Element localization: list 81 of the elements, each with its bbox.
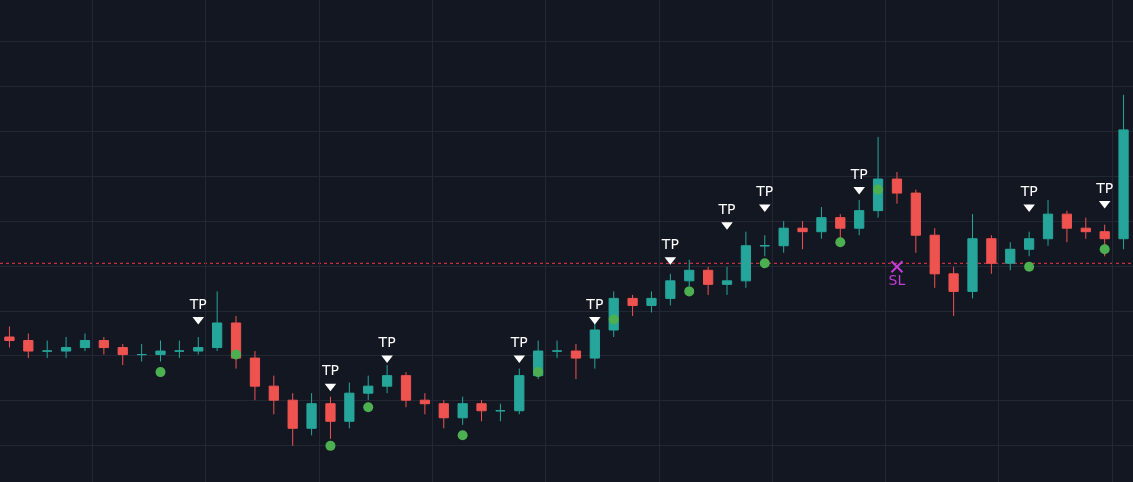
candlestick	[42, 340, 53, 359]
candlestick	[627, 294, 638, 317]
candlestick	[268, 375, 279, 415]
point	[155, 367, 166, 378]
point	[759, 204, 771, 213]
candlestick	[1024, 231, 1035, 257]
text: TP	[661, 236, 679, 253]
text: TP	[850, 165, 868, 182]
candlestick	[1118, 94, 1129, 250]
candlestick	[1042, 199, 1054, 247]
candlestick	[23, 333, 34, 359]
candlestick	[740, 231, 752, 289]
candlestick	[325, 396, 336, 440]
candlestick	[249, 350, 261, 401]
candlestick	[551, 340, 563, 359]
series-label: TP	[585, 295, 604, 312]
text: TP	[189, 295, 207, 312]
point	[873, 184, 884, 195]
candlestick	[1061, 210, 1073, 243]
candlestick	[929, 227, 940, 289]
series-label: SL	[888, 272, 906, 289]
candlestick	[665, 273, 676, 306]
point	[457, 430, 468, 441]
candlestick	[419, 392, 430, 415]
candlestick	[60, 336, 72, 359]
candlestick	[306, 392, 317, 436]
candlestick	[174, 340, 185, 359]
candlestick	[212, 290, 223, 352]
text: TP	[378, 334, 396, 351]
point	[533, 367, 544, 378]
candlestick	[344, 382, 355, 429]
text: TP	[321, 362, 339, 379]
candlestick	[703, 266, 714, 296]
candlestick	[514, 368, 525, 415]
point	[363, 402, 374, 413]
candlestick	[948, 266, 959, 317]
candlestick	[1005, 241, 1016, 271]
candlestick	[117, 343, 128, 366]
candlestick	[1080, 217, 1091, 240]
point	[835, 237, 846, 248]
candlestick	[4, 325, 15, 349]
candlestick	[759, 234, 770, 257]
point	[890, 260, 904, 274]
candlestick	[1099, 224, 1110, 257]
text: TP	[756, 183, 774, 200]
candlestick	[854, 199, 865, 236]
candlestick	[381, 364, 393, 394]
point	[759, 258, 770, 269]
candlestick	[136, 343, 147, 363]
candlestick	[910, 189, 921, 254]
text: TP	[718, 200, 736, 217]
text: TP	[1096, 179, 1114, 196]
candlestick	[721, 266, 733, 296]
candlestick	[495, 403, 506, 422]
candlestick	[570, 343, 582, 380]
point	[589, 316, 601, 325]
candlestick	[986, 234, 997, 275]
text: TP	[510, 334, 528, 351]
candlestick	[79, 333, 91, 352]
candlestick	[193, 336, 204, 356]
point	[684, 286, 695, 297]
candlestick	[155, 340, 166, 363]
candlestick	[646, 290, 657, 313]
text: TP	[1020, 183, 1038, 200]
candlestick	[797, 220, 808, 250]
point	[231, 349, 242, 360]
candlestick	[476, 399, 487, 422]
candlestick	[287, 392, 298, 447]
point	[325, 440, 336, 451]
candlestick	[438, 399, 449, 429]
candlestick	[967, 213, 978, 299]
candlestick	[891, 171, 903, 205]
candlestick	[98, 336, 109, 356]
candlestick	[816, 206, 827, 240]
point	[608, 314, 619, 325]
candlestick	[400, 371, 412, 408]
point	[1099, 244, 1110, 255]
candlestick	[778, 220, 789, 254]
point	[1024, 261, 1035, 272]
candlestick	[457, 396, 468, 426]
candlestick	[363, 375, 374, 401]
